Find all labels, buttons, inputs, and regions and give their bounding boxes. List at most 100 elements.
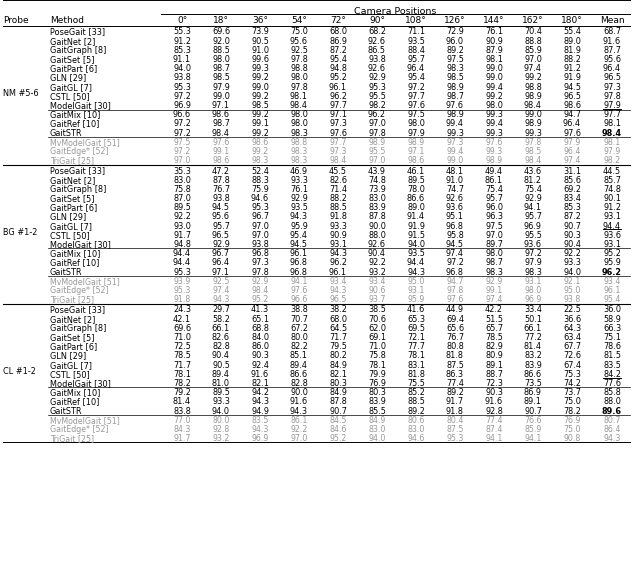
Text: 82.8: 82.8 xyxy=(212,342,230,351)
Text: 94.7: 94.7 xyxy=(446,277,464,286)
Text: 180°: 180° xyxy=(561,16,583,25)
Text: 94.3: 94.3 xyxy=(290,213,308,221)
Text: 94.1: 94.1 xyxy=(524,434,541,443)
Text: 87.8: 87.8 xyxy=(212,176,230,185)
Text: 97.8: 97.8 xyxy=(524,138,541,147)
Text: 96.2: 96.2 xyxy=(329,258,347,268)
Text: 92.9: 92.9 xyxy=(368,73,386,83)
Text: 81.8: 81.8 xyxy=(407,370,425,379)
Text: 92.2: 92.2 xyxy=(173,213,191,221)
Text: 91.2: 91.2 xyxy=(603,203,621,212)
Text: 98.0: 98.0 xyxy=(524,286,541,295)
Text: 83.9: 83.9 xyxy=(524,361,542,370)
Text: 92.2: 92.2 xyxy=(563,249,581,258)
Text: 97.2: 97.2 xyxy=(407,83,425,92)
Text: 90.8: 90.8 xyxy=(563,434,580,443)
Text: 97.6: 97.6 xyxy=(485,138,502,147)
Text: 99.2: 99.2 xyxy=(524,73,542,83)
Text: 95.0: 95.0 xyxy=(563,286,580,295)
Text: 99.4: 99.4 xyxy=(446,147,463,156)
Text: 84.9: 84.9 xyxy=(369,416,386,425)
Text: MvModelGait [51]: MvModelGait [51] xyxy=(50,138,120,147)
Text: 88.8: 88.8 xyxy=(524,36,542,46)
Text: 75.1: 75.1 xyxy=(603,333,621,342)
Text: 74.7: 74.7 xyxy=(446,185,464,194)
Text: 91.9: 91.9 xyxy=(407,222,425,231)
Text: GaitGL [7]: GaitGL [7] xyxy=(50,361,92,370)
Text: GaitSet [5]: GaitSet [5] xyxy=(50,55,95,64)
Text: 94.4: 94.4 xyxy=(603,222,621,231)
Text: 97.2: 97.2 xyxy=(524,249,542,258)
Text: 97.8: 97.8 xyxy=(446,286,463,295)
Text: 97.8: 97.8 xyxy=(603,92,621,101)
Text: 98.4: 98.4 xyxy=(212,129,230,138)
Text: 96.5: 96.5 xyxy=(330,295,347,304)
Text: 87.0: 87.0 xyxy=(173,194,191,203)
Text: 88.5: 88.5 xyxy=(212,46,230,55)
Text: 95.5: 95.5 xyxy=(524,231,542,240)
Text: 65.6: 65.6 xyxy=(446,324,464,333)
Text: 95.4: 95.4 xyxy=(290,231,308,240)
Text: Camera Positions: Camera Positions xyxy=(355,7,436,16)
Text: 99.0: 99.0 xyxy=(485,64,503,73)
Text: 99.0: 99.0 xyxy=(485,73,503,83)
Text: GaitMix [10]: GaitMix [10] xyxy=(50,110,100,119)
Text: 89.6: 89.6 xyxy=(602,407,622,416)
Text: 95.9: 95.9 xyxy=(603,258,621,268)
Text: 86.1: 86.1 xyxy=(291,416,308,425)
Text: 99.2: 99.2 xyxy=(251,92,269,101)
Text: 98.6: 98.6 xyxy=(212,110,230,119)
Text: 79.9: 79.9 xyxy=(368,370,386,379)
Text: 64.3: 64.3 xyxy=(563,324,581,333)
Text: 97.7: 97.7 xyxy=(329,101,347,110)
Text: 97.6: 97.6 xyxy=(329,129,347,138)
Text: 91.0: 91.0 xyxy=(251,46,269,55)
Text: 86.9: 86.9 xyxy=(524,388,542,397)
Text: 77.0: 77.0 xyxy=(173,416,191,425)
Text: 97.1: 97.1 xyxy=(329,110,347,119)
Text: 97.6: 97.6 xyxy=(212,138,230,147)
Text: 62.0: 62.0 xyxy=(368,324,386,333)
Text: 95.5: 95.5 xyxy=(368,147,386,156)
Text: 91.7: 91.7 xyxy=(173,231,191,240)
Text: 97.4: 97.4 xyxy=(524,64,542,73)
Text: 90.5: 90.5 xyxy=(251,36,269,46)
Text: 98.3: 98.3 xyxy=(291,156,308,165)
Text: 76.7: 76.7 xyxy=(212,185,230,194)
Text: 78.5: 78.5 xyxy=(485,333,503,342)
Text: 98.1: 98.1 xyxy=(485,55,503,64)
Text: 33.4: 33.4 xyxy=(524,306,542,314)
Text: 81.0: 81.0 xyxy=(212,379,230,388)
Text: 98.0: 98.0 xyxy=(485,101,503,110)
Text: 85.9: 85.9 xyxy=(524,425,541,434)
Text: 64.5: 64.5 xyxy=(329,324,347,333)
Text: 86.0: 86.0 xyxy=(251,342,269,351)
Text: 97.9: 97.9 xyxy=(407,129,425,138)
Text: 98.9: 98.9 xyxy=(446,110,464,119)
Text: 81.4: 81.4 xyxy=(173,398,191,406)
Text: 79.2: 79.2 xyxy=(173,388,191,397)
Text: 96.2: 96.2 xyxy=(368,110,386,119)
Text: 98.0: 98.0 xyxy=(485,249,503,258)
Text: 89.7: 89.7 xyxy=(485,240,503,249)
Text: PoseGait [33]: PoseGait [33] xyxy=(50,166,105,176)
Text: 95.4: 95.4 xyxy=(329,55,347,64)
Text: 98.7: 98.7 xyxy=(212,120,230,128)
Text: GaitNet [2]: GaitNet [2] xyxy=(50,314,95,324)
Text: 99.2: 99.2 xyxy=(251,110,269,119)
Text: 95.9: 95.9 xyxy=(290,222,308,231)
Text: 85.5: 85.5 xyxy=(368,407,386,416)
Text: 96.9: 96.9 xyxy=(524,295,541,304)
Text: 0°: 0° xyxy=(177,16,187,25)
Text: 42.1: 42.1 xyxy=(173,314,191,324)
Text: 96.4: 96.4 xyxy=(212,258,230,268)
Text: 91.1: 91.1 xyxy=(173,55,191,64)
Text: 97.1: 97.1 xyxy=(407,147,425,156)
Text: 91.6: 91.6 xyxy=(485,398,503,406)
Text: 22.5: 22.5 xyxy=(563,306,581,314)
Text: 83.0: 83.0 xyxy=(368,425,386,434)
Text: 99.0: 99.0 xyxy=(524,110,542,119)
Text: 83.8: 83.8 xyxy=(173,407,191,416)
Text: 98.6: 98.6 xyxy=(563,101,581,110)
Text: BG #1-2: BG #1-2 xyxy=(3,228,37,237)
